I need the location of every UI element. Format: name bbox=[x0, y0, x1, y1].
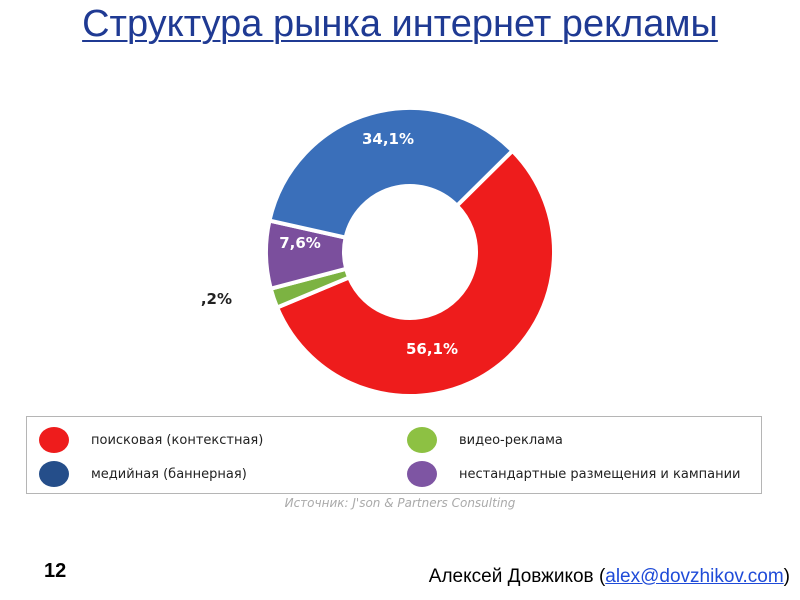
slide-title: Структура рынка интернет рекламы bbox=[0, 0, 800, 72]
slice-banner bbox=[267, 106, 516, 240]
slice-label-search: 56,1% bbox=[406, 340, 458, 358]
legend-swatch-video bbox=[407, 427, 437, 453]
slice-search bbox=[274, 147, 556, 398]
legend-item-video: видео-реклама bbox=[407, 427, 563, 453]
legend-item-banner: медийная (баннерная) bbox=[39, 461, 247, 487]
donut-chart: 56,1% 2,2% 7,6% 34,1% bbox=[200, 106, 556, 398]
slide-title-text: Структура рынка интернет рекламы bbox=[82, 3, 718, 45]
author-name: Алексей Довжиков bbox=[428, 566, 594, 587]
legend-swatch-nonstandard bbox=[407, 461, 437, 487]
paren-open: ( bbox=[598, 566, 606, 587]
legend-swatch-search bbox=[39, 427, 69, 453]
legend-label-video: видео-реклама bbox=[459, 432, 563, 448]
author-credit: Алексей Довжиков (alex@dovzhikov.com) bbox=[429, 566, 790, 588]
slice-label-video: 2,2% bbox=[200, 290, 232, 308]
chart-source: Источник: J'son & Partners Consulting bbox=[284, 496, 516, 510]
chart-legend: поисковая (контекстная) медийная (баннер… bbox=[26, 416, 762, 494]
legend-label-banner: медийная (баннерная) bbox=[91, 466, 247, 482]
paren-close: ) bbox=[783, 566, 790, 587]
slice-label-banner: 34,1% bbox=[362, 130, 414, 148]
legend-swatch-banner bbox=[39, 461, 69, 487]
legend-item-nonstandard: нестандартные размещения и кампании bbox=[407, 461, 741, 487]
legend-label-search: поисковая (контекстная) bbox=[91, 432, 264, 448]
author-email-link[interactable]: alex@dovzhikov.com bbox=[605, 566, 784, 587]
legend-label-nonstandard: нестандартные размещения и кампании bbox=[459, 466, 741, 482]
slice-label-nonstandard: 7,6% bbox=[279, 234, 321, 252]
legend-item-search: поисковая (контекстная) bbox=[39, 427, 263, 453]
page-number: 12 bbox=[44, 560, 67, 582]
